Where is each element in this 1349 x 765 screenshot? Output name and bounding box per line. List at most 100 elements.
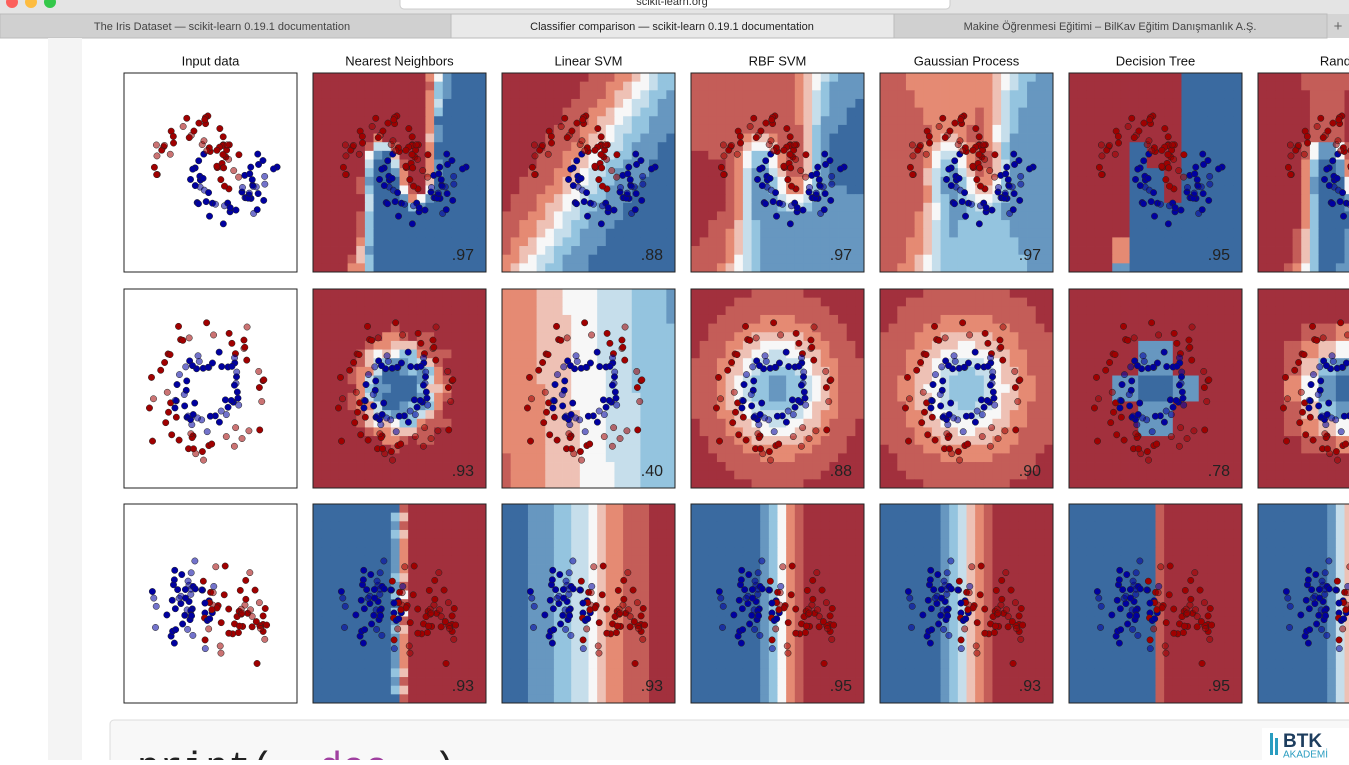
tab[interactable] (0, 13, 452, 39)
sample-point (210, 582, 218, 590)
decision-cell (605, 81, 615, 91)
decision-cell (846, 521, 856, 531)
decision-cell (451, 176, 461, 186)
sample-point (758, 182, 766, 190)
sample-point (562, 577, 570, 585)
decision-cell (829, 462, 839, 472)
url-field[interactable] (399, 0, 951, 10)
decision-cell (527, 694, 537, 704)
decision-cell (605, 625, 615, 635)
decision-cell (855, 366, 865, 376)
decision-cell (666, 98, 676, 109)
decision-cell (855, 392, 865, 402)
sample-point (440, 586, 448, 594)
decision-cell (416, 651, 426, 661)
decision-cell (708, 538, 718, 548)
tab-active[interactable] (450, 13, 895, 39)
decision-cell (657, 573, 667, 583)
new-tab-button[interactable]: + (1334, 18, 1343, 35)
sample-point (626, 612, 634, 620)
decision-cell (657, 504, 667, 514)
decision-cell (347, 512, 357, 522)
decision-cell (588, 418, 598, 428)
decision-cell (347, 133, 357, 143)
decision-cell (812, 133, 822, 143)
decision-cell (364, 358, 374, 368)
sample-point (161, 359, 169, 366)
decision-cell (399, 306, 409, 316)
decision-cell (460, 237, 470, 247)
decision-cell (519, 133, 529, 143)
decision-cell (708, 470, 718, 480)
decision-cell (536, 254, 546, 264)
decision-cell (451, 547, 461, 557)
decision-cell (579, 555, 589, 565)
decision-cell (382, 81, 392, 91)
decision-cell (468, 323, 478, 333)
decision-cell (751, 555, 761, 565)
decision-cell (760, 436, 770, 446)
sample-point (432, 356, 440, 364)
decision-cell (562, 677, 572, 687)
tab[interactable] (893, 13, 1328, 39)
sample-point (411, 411, 419, 419)
decision-cell (846, 332, 856, 342)
decision-cell (708, 555, 718, 565)
minimize-button[interactable] (25, 0, 37, 8)
sample-point (565, 430, 573, 438)
decision-cell (347, 194, 357, 204)
decision-cell (777, 462, 787, 472)
decision-cell (640, 349, 650, 359)
sample-point (444, 161, 451, 168)
sample-point (337, 588, 345, 595)
decision-cell (623, 694, 633, 704)
zoom-button[interactable] (44, 0, 56, 8)
sample-point (376, 430, 384, 438)
decision-cell (803, 81, 813, 91)
decision-cell (657, 651, 667, 661)
close-button[interactable] (6, 0, 18, 8)
sample-point (743, 371, 750, 379)
decision-cell (716, 444, 726, 454)
decision-cell (838, 470, 848, 480)
decision-cell (579, 124, 589, 134)
decision-cell (734, 555, 744, 565)
decision-cell (734, 194, 744, 204)
decision-cell (382, 246, 392, 256)
sample-point (384, 357, 392, 365)
decision-cell (588, 107, 598, 117)
decision-cell (768, 202, 778, 212)
sample-point (393, 363, 401, 371)
decision-cell (390, 590, 400, 600)
sample-point (146, 404, 153, 412)
decision-cell (657, 599, 667, 609)
sample-point (563, 334, 571, 342)
decision-cell (760, 168, 770, 178)
decision-cell (390, 306, 400, 316)
decision-cell (588, 254, 598, 264)
decision-cell (451, 358, 461, 368)
tab-title[interactable]: The Iris Dataset — scikit-learn 0.19.1 d… (94, 21, 350, 33)
decision-cell (640, 651, 650, 661)
decision-cell (666, 436, 676, 446)
decision-cell (468, 462, 478, 472)
sample-point (204, 363, 212, 371)
decision-cell (536, 401, 546, 411)
decision-cell (442, 98, 452, 109)
sample-point (447, 398, 455, 405)
decision-cell (460, 73, 470, 83)
tab-title[interactable]: Makine Öğrenmesi Eğitimi – BilKav Eğitim… (964, 21, 1257, 33)
decision-cell (510, 150, 520, 160)
decision-cell (425, 297, 435, 307)
decision-cell (477, 444, 487, 454)
tab-title[interactable]: Classifier comparison — scikit-learn 0.1… (530, 21, 814, 33)
decision-cell (364, 220, 374, 230)
decision-cell (373, 159, 383, 169)
sample-point (787, 164, 795, 172)
decision-cell (855, 306, 865, 316)
decision-cell (330, 410, 340, 420)
decision-cell (649, 633, 659, 643)
decision-cell (321, 159, 331, 169)
sample-point (248, 623, 256, 631)
decision-cell (812, 410, 822, 420)
